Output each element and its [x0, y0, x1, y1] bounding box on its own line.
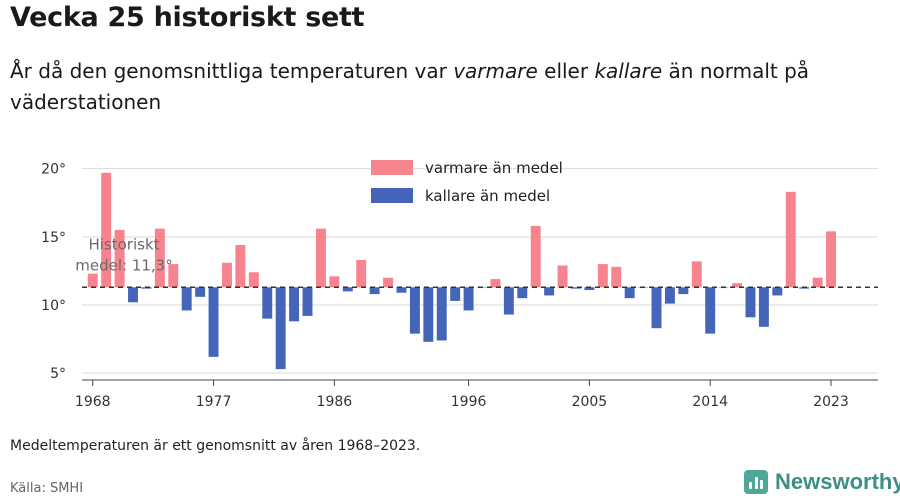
bar-chart: 5°10°15°20°1968 1977 1986 1996 2005 2014 2023 …	[41, 159, 878, 410]
y-tick-label: 20°	[41, 162, 66, 178]
bar-cold	[745, 287, 756, 318]
x-tick-label: 2005	[572, 394, 608, 410]
bar-warm	[329, 276, 340, 288]
source-label: Källa: SMHI	[10, 481, 84, 496]
bar-warm	[235, 245, 246, 288]
bar-cold	[396, 287, 407, 293]
bar-warm	[826, 231, 836, 288]
subtitle-text-2: eller	[537, 59, 595, 83]
subtitle-text-3: än normalt på väderstationen	[10, 59, 810, 114]
bar-warm	[785, 191, 796, 288]
x-tick-label: 2023	[813, 394, 849, 410]
bar-warm	[557, 265, 568, 288]
bar-cold	[678, 287, 689, 295]
subtitle-text-1: År då den genomsnittliga temperaturen va…	[10, 59, 454, 83]
mean-label-line1: Historiskt	[88, 235, 159, 253]
subtitle-cold-word: kallare	[594, 59, 663, 83]
legend-label-cold: kallare än medel	[425, 187, 550, 205]
bar-cold	[758, 287, 769, 327]
y-tick-label: 5°	[50, 366, 66, 382]
baseline-group: Historiskt medel: 11,3°	[75, 235, 878, 289]
bar-cold	[651, 287, 662, 329]
bar-cold	[181, 287, 192, 311]
bar-cold	[342, 287, 353, 292]
bar-warm	[114, 230, 125, 288]
x-tick-label: 1977	[196, 394, 232, 410]
y-tick-label: 15°	[41, 230, 66, 246]
gridlines	[82, 168, 878, 374]
bar-cold	[262, 287, 273, 319]
bars-group	[87, 172, 836, 370]
bar-warm	[101, 172, 112, 288]
bar-warm	[490, 279, 501, 288]
legend-label-warm: varmare än medel	[425, 159, 563, 177]
x-tick-label: 1996	[451, 394, 487, 410]
bar-warm	[248, 272, 259, 288]
chart-subtitle: År då den genomsnittliga temperaturen va…	[10, 56, 870, 118]
bar-cold	[624, 287, 635, 299]
bar-cold	[450, 287, 461, 301]
x-tick-label: 1986	[317, 394, 353, 410]
bar-warm	[732, 283, 743, 288]
bar-cold	[571, 287, 581, 289]
mean-label-line2: medel: 11,3°	[75, 256, 172, 274]
legend-swatch-warm	[371, 160, 413, 175]
bar-cold	[544, 287, 555, 296]
bar-cold	[705, 287, 716, 334]
bar-cold	[369, 287, 380, 295]
bar-warm	[383, 277, 394, 288]
bar-cold	[195, 287, 206, 297]
bar-cold	[423, 287, 434, 342]
x-tick-label: 1968	[75, 394, 111, 410]
bar-cold	[503, 287, 514, 315]
bar-warm	[530, 225, 541, 288]
axes-group: 5° 10° 15° 20° 1968 1977 1986 1996 2005 2014 2023	[41, 162, 878, 410]
chart-title: Vecka 25 historiskt sett	[10, 2, 365, 33]
footnote: Medeltemperaturen är ett genomsnitt av å…	[10, 438, 421, 454]
bar-cold	[409, 287, 420, 334]
bar-warm	[154, 228, 165, 288]
bar-cold	[772, 287, 783, 296]
bar-cold	[275, 287, 286, 370]
bar-cold	[289, 287, 300, 322]
bar-cold	[208, 287, 219, 357]
brand-logo: Newsworthy	[744, 468, 900, 496]
bar-cold	[463, 287, 474, 311]
x-tick-label: 2014	[692, 394, 728, 410]
bar-warm	[597, 264, 608, 288]
bar-cold	[584, 287, 595, 290]
legend-swatch-cold	[371, 188, 413, 203]
bar-cold	[517, 287, 528, 299]
y-tick-label: 10°	[41, 298, 66, 314]
bar-cold	[302, 287, 313, 316]
bar-warm	[356, 260, 367, 288]
brand-name: Newsworthy	[775, 469, 900, 494]
legend: varmare än medel kallare än medel	[371, 159, 563, 205]
bar-warm	[611, 266, 622, 288]
bar-cold	[128, 287, 138, 303]
bar-warm	[691, 261, 702, 288]
bar-warm	[222, 262, 232, 288]
bar-cold	[436, 287, 447, 341]
bar-warm	[168, 264, 179, 288]
subtitle-warm-word: varmare	[453, 59, 538, 83]
bar-warm	[812, 277, 823, 288]
bar-cold	[664, 287, 675, 304]
bar-warm	[87, 273, 98, 288]
bar-warm	[315, 228, 326, 288]
newsworthy-icon	[744, 470, 768, 494]
